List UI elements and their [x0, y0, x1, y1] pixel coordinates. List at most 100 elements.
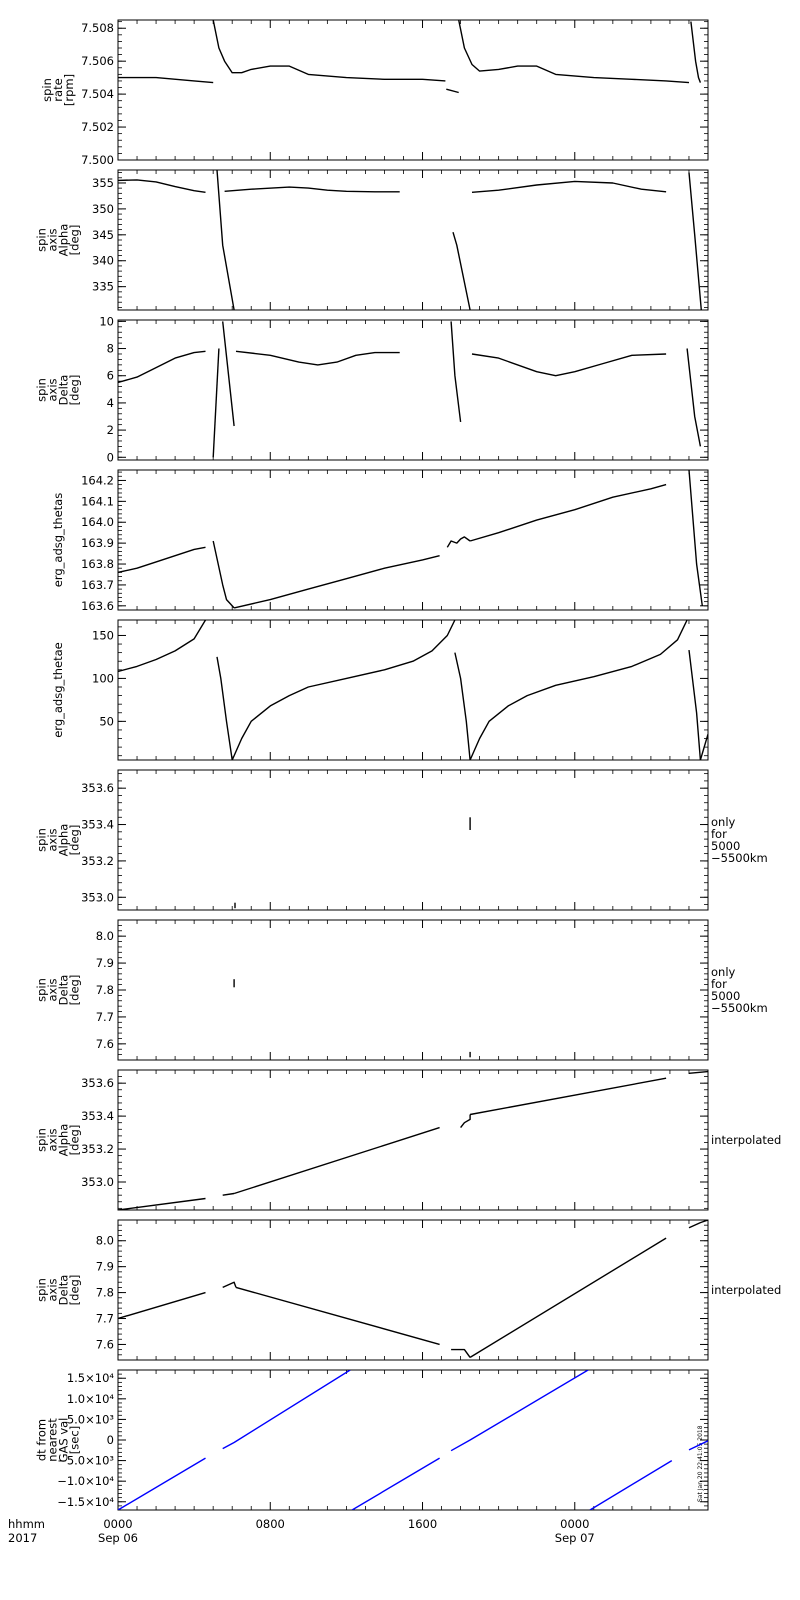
series-line-segment: [690, 21, 702, 83]
series-line-segment: [235, 1286, 440, 1346]
series-line-segment: [222, 321, 235, 427]
y-tick-label: 355: [92, 176, 114, 190]
panel-frame: [117, 619, 709, 761]
y-tick-label: −1.0×10⁴: [57, 1474, 114, 1488]
x-axis-corner-label: hhmm: [8, 1517, 45, 1531]
y-axis-label: [rpm]: [62, 74, 76, 106]
y-axis-label: [deg]: [68, 1275, 82, 1306]
series-line-segment: [235, 350, 400, 366]
y-axis-label: axis: [46, 1128, 60, 1151]
series-line-segment: [224, 186, 400, 193]
series-group: [118, 470, 703, 609]
y-tick-label: 7.504: [81, 87, 114, 101]
y-tick-label: 353.4: [81, 1109, 114, 1123]
y-axis-label: spin: [35, 978, 49, 1002]
series-line-segment: [118, 1291, 206, 1320]
panel-side-note: 5000: [711, 839, 740, 853]
series-group: [118, 321, 702, 458]
y-tick-label: 163.6: [81, 599, 114, 613]
y-tick-label: 340: [92, 254, 114, 268]
series-line-segment: [216, 656, 233, 760]
y-axis-label: nearest: [46, 1418, 60, 1462]
y-axis-label: axis: [46, 1278, 60, 1301]
y-tick-label: 0: [107, 1433, 114, 1447]
y-tick-label: 353.0: [81, 1175, 114, 1189]
panel-side-note: only: [711, 965, 736, 979]
panel-frame: [117, 919, 709, 1061]
y-tick-label: 350: [92, 202, 114, 216]
y-tick-label: 7.6: [96, 1037, 114, 1051]
y-tick-label: 164.2: [81, 473, 114, 487]
series-line-segment: [446, 536, 471, 548]
panel-10: 1.5×10⁴ 1.0×10⁴ 5.0×10³ 0 −5.0×10³ −1.0×10⁴ −1…: [35, 1369, 709, 1511]
y-tick-label: 163.9: [81, 536, 114, 550]
y-axis-label: spin: [35, 828, 49, 852]
y-tick-label: 8.0: [96, 929, 114, 943]
series-group: [118, 1370, 708, 1510]
panel-frame: [117, 469, 709, 611]
series-line-segment: [699, 734, 708, 760]
y-tick-label: 353.6: [81, 781, 114, 795]
y-tick-label: 7.506: [81, 54, 114, 68]
series-line-segment: [446, 88, 459, 94]
series-line-segment: [212, 20, 446, 82]
y-axis-label: [deg]: [68, 225, 82, 256]
y-axis-label: dt from: [35, 1419, 49, 1461]
y-axis-label: Alpha: [57, 1124, 71, 1157]
y-tick-label: 353.2: [81, 1142, 114, 1156]
panel-side-note: only: [711, 815, 736, 829]
y-axis-label: Alpha: [57, 824, 71, 857]
series-line-segment: [460, 1114, 471, 1129]
y-tick-label: 7.7: [96, 1010, 114, 1024]
y-axis-label: spin: [40, 78, 54, 102]
series-line-segment: [118, 1197, 206, 1210]
series-line-segment: [688, 172, 702, 310]
y-tick-label: 1.0×10⁴: [67, 1392, 115, 1406]
y-tick-label: 5.0×10³: [67, 1412, 115, 1426]
panel-side-note: interpolated: [711, 1283, 781, 1297]
series-line-segment: [212, 348, 220, 458]
x-tick-label: 0000: [103, 1517, 132, 1531]
series-group: [234, 817, 471, 909]
panel-5: 150 100 50 erg_adsg_thetae: [51, 619, 709, 761]
series-line-segment: [454, 652, 471, 760]
panel-frame: [117, 1069, 709, 1211]
series-line-segment: [688, 650, 702, 760]
y-tick-label: 4: [107, 396, 114, 410]
y-tick-label: 7.8: [96, 1286, 114, 1300]
series-group: [118, 1070, 708, 1210]
series-line-segment: [118, 76, 214, 84]
y-tick-label: 7.9: [96, 1260, 114, 1274]
y-axis-label: spin: [35, 1278, 49, 1302]
y-tick-label: 10: [99, 314, 114, 328]
panel-side-note: 5000: [711, 989, 740, 1003]
y-tick-label: −5.0×10³: [57, 1454, 114, 1468]
y-axis-label: axis: [46, 378, 60, 401]
series-line-segment: [222, 1281, 237, 1289]
x-tick-label: 0000: [560, 1517, 589, 1531]
x-tick-date-label: Sep 07: [555, 1531, 595, 1545]
series-line-segment: [688, 470, 703, 606]
series-group: [118, 20, 702, 94]
y-axis-label: [deg]: [68, 375, 82, 406]
series-line-segment: [686, 348, 702, 447]
panel-side-note: −5500km: [711, 851, 768, 865]
series-line-segment: [222, 1192, 235, 1196]
series-line-segment: [469, 1237, 667, 1358]
y-axis-label: axis: [46, 228, 60, 251]
y-tick-label: 353.4: [81, 818, 114, 832]
y-axis-label: spin: [35, 1128, 49, 1152]
series-line-segment: [458, 20, 690, 84]
series-line-segment: [233, 555, 440, 609]
y-axis-label: rate: [51, 78, 65, 101]
y-axis-label: Delta: [57, 375, 71, 406]
x-tick-label: 0800: [256, 1517, 285, 1531]
panel-side-note: for: [711, 977, 727, 991]
y-axis-label: axis: [46, 978, 60, 1001]
x-tick-label: 1600: [408, 1517, 437, 1531]
y-tick-label: 7.500: [81, 153, 114, 167]
